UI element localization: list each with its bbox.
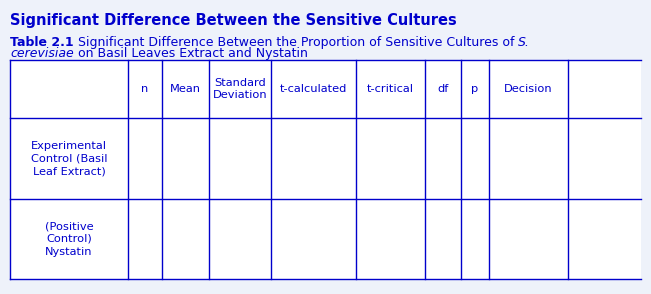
Bar <box>10 60 641 279</box>
Text: df: df <box>437 84 449 94</box>
Text: S.: S. <box>518 36 530 49</box>
Text: t-calculated: t-calculated <box>279 84 347 94</box>
Text: Decision: Decision <box>505 84 553 94</box>
Text: Significant Difference Between the Proportion of Sensitive Cultures of: Significant Difference Between the Propo… <box>74 36 518 49</box>
Text: (Positive
Control)
Nystatin: (Positive Control) Nystatin <box>45 221 93 257</box>
Text: Experimental
Control (Basil
Leaf Extract): Experimental Control (Basil Leaf Extract… <box>31 141 107 176</box>
Text: on Basil Leaves Extract and Nystatin: on Basil Leaves Extract and Nystatin <box>74 47 308 60</box>
Text: n: n <box>141 84 148 94</box>
Text: p: p <box>471 84 478 94</box>
Text: cerevisiae: cerevisiae <box>10 47 74 60</box>
Text: Significant Difference Between the Sensitive Cultures: Significant Difference Between the Sensi… <box>10 13 457 28</box>
Text: Standard
Deviation: Standard Deviation <box>213 78 268 100</box>
Text: Mean: Mean <box>170 84 201 94</box>
Text: t-critical: t-critical <box>367 84 413 94</box>
Text: Table 2.1: Table 2.1 <box>10 36 74 49</box>
